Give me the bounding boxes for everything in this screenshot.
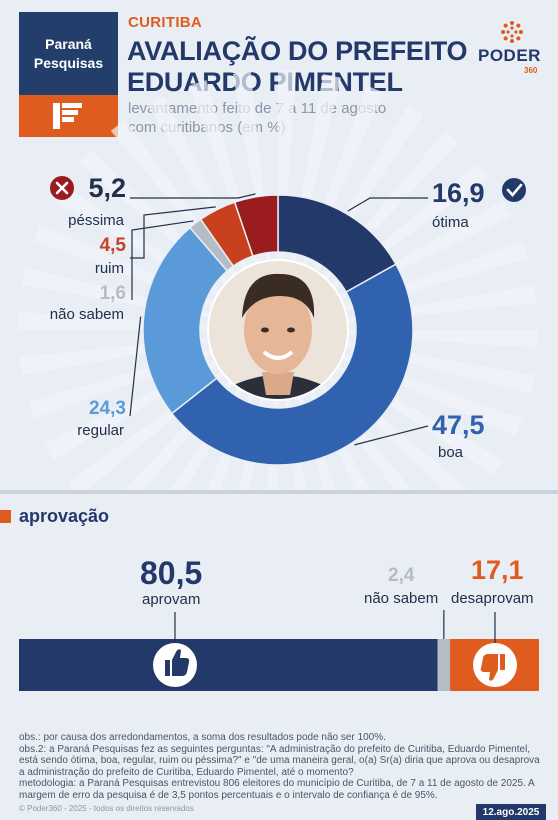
leader-line-regular bbox=[129, 316, 142, 417]
thumbs-up-icon bbox=[153, 643, 197, 687]
parana-pesquisas-logo-icon bbox=[52, 103, 82, 129]
label-regular-category: regular bbox=[77, 422, 124, 439]
leader-lines bbox=[129, 193, 429, 446]
brand-line-1: Paraná bbox=[45, 35, 92, 52]
label-aprovam-value: 80,5 bbox=[140, 555, 203, 591]
label-nao-sabem-value: 1,6 bbox=[99, 283, 126, 304]
label-boa-value: 47,5 bbox=[432, 410, 485, 440]
leader-line-otima bbox=[347, 197, 428, 212]
label-pessima-value: 5,2 bbox=[88, 173, 126, 203]
leader-line-boa bbox=[354, 425, 429, 446]
date-badge: 12.ago.2025 bbox=[476, 804, 546, 820]
donut-slice-boa bbox=[170, 263, 414, 466]
label-aprovam-category: aprovam bbox=[142, 591, 201, 608]
donut-slice-pessima bbox=[233, 194, 279, 258]
poder360-logo-icon bbox=[501, 21, 523, 43]
note-obs2: obs.2: a Paraná Pesquisas fez as seguint… bbox=[19, 743, 540, 778]
label-boa-category: boa bbox=[438, 444, 464, 461]
label-otima-category: ótima bbox=[432, 214, 469, 231]
label-ruim-value: 4,5 bbox=[99, 235, 126, 256]
approval-bar-nao_sabem bbox=[437, 639, 451, 691]
note-obs1: obs.: por causa dos arredondamentos, a s… bbox=[19, 732, 386, 743]
label-otima-value: 16,9 bbox=[432, 178, 485, 208]
section-marker bbox=[0, 510, 11, 523]
donut-chart bbox=[142, 194, 414, 466]
label-nao-sabem-category: não sabem bbox=[49, 306, 124, 323]
page-title-line-2: EDUARDO PIMENTEL bbox=[127, 67, 403, 97]
approval-bar-chart bbox=[19, 639, 539, 691]
label-pessima-category: péssima bbox=[68, 212, 124, 229]
label-regular-value: 24,3 bbox=[89, 398, 126, 419]
poder360-logo-suffix: 360 bbox=[524, 66, 538, 75]
page-title-line-1: AVALIAÇÃO DO PREFEITO bbox=[127, 36, 468, 66]
label-desaprovam-category: desaprovam bbox=[451, 590, 534, 607]
footnotes: obs.: por causa dos arredondamentos, a s… bbox=[19, 732, 541, 801]
kicker: CURITIBA bbox=[128, 14, 203, 31]
label-apr-nao-sabem-value: 2,4 bbox=[388, 565, 415, 586]
brand-box: Paraná Pesquisas bbox=[19, 12, 118, 137]
label-desaprovam-value: 17,1 bbox=[471, 555, 524, 585]
x-circle-icon bbox=[50, 176, 74, 200]
brand-line-2: Pesquisas bbox=[33, 54, 104, 71]
approval-pointers bbox=[174, 610, 496, 643]
label-apr-nao-sabem-category: não sabem bbox=[364, 590, 439, 607]
mayor-photo bbox=[207, 259, 349, 401]
approval-heading: aprovação bbox=[19, 506, 110, 526]
brand-logo-mark bbox=[19, 95, 118, 137]
brand-name: Paraná Pesquisas bbox=[19, 12, 118, 95]
label-ruim-category: ruim bbox=[94, 260, 124, 277]
donut-slice-regular bbox=[142, 226, 229, 415]
leader-line-pessima bbox=[130, 193, 256, 199]
thumbs-down-icon bbox=[473, 643, 517, 687]
check-circle-icon bbox=[502, 178, 526, 202]
section-divider bbox=[0, 490, 558, 494]
leader-line-nao_sabem bbox=[131, 220, 194, 300]
leader-line-ruim bbox=[130, 206, 216, 259]
charts-canvas bbox=[19, 176, 539, 691]
note-methodology: metodologia: a Paraná Pesquisas entrevis… bbox=[19, 778, 535, 801]
poder360-logo-name: PODER bbox=[478, 46, 541, 65]
copyright: © Poder360 - 2025 - todos os direitos re… bbox=[19, 804, 194, 813]
approval-bar-aprovam bbox=[19, 639, 438, 691]
